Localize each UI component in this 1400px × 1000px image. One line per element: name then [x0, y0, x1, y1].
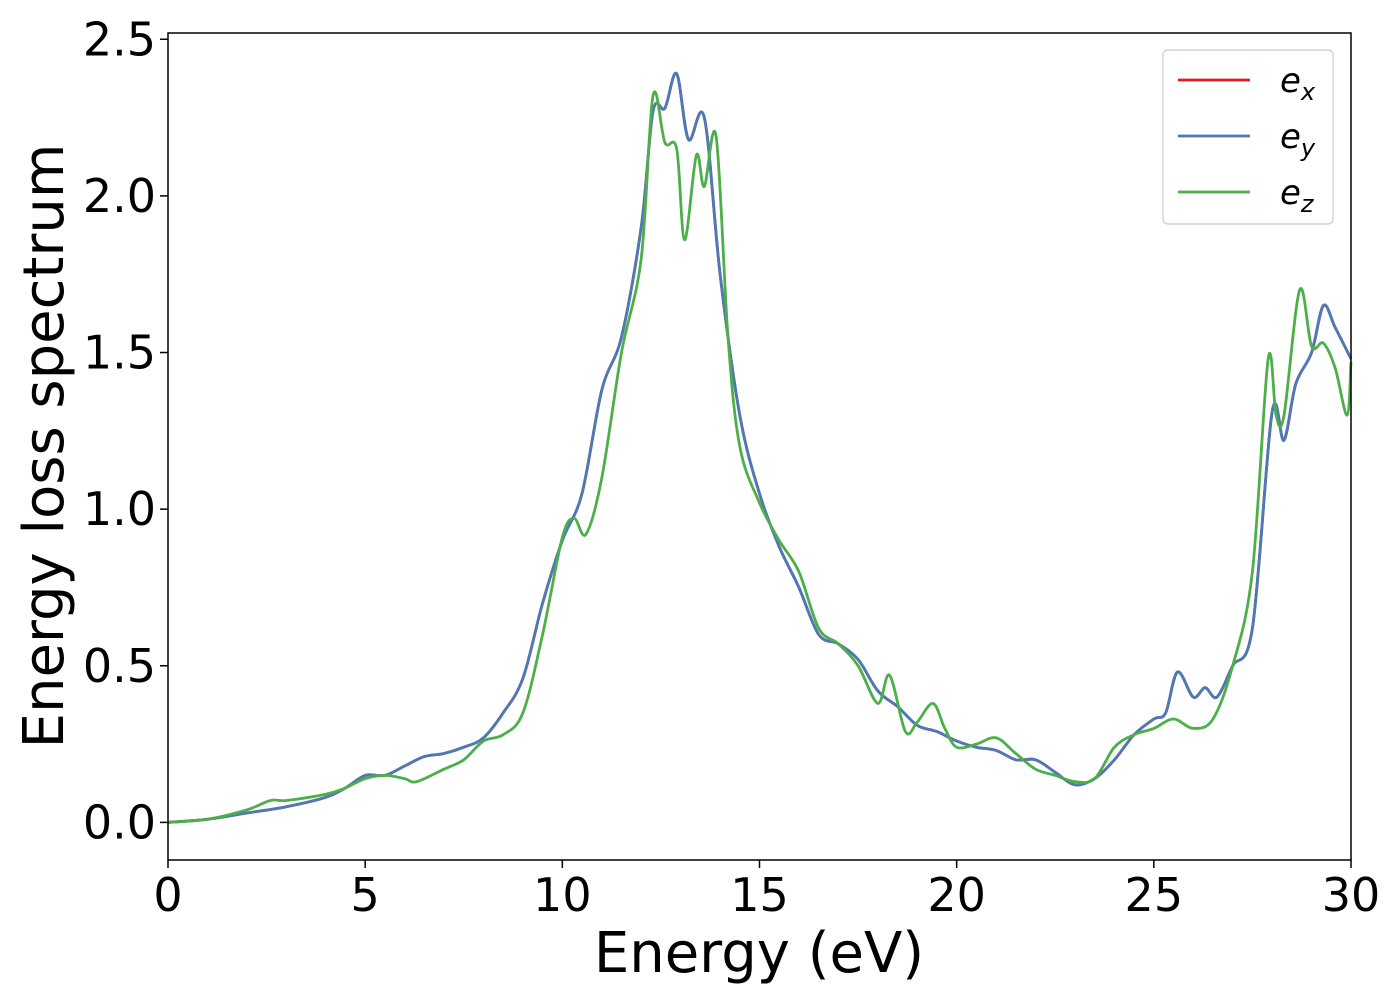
- x-tick-label: 20: [927, 868, 986, 922]
- y-tick-label: 1.5: [83, 326, 156, 380]
- y-tick-label: 2.5: [83, 12, 156, 66]
- y-tick-label: 0.0: [83, 795, 156, 849]
- series-layer: [167, 72, 1353, 824]
- plot-background: [168, 33, 1351, 860]
- series-line-ez: [167, 90, 1353, 824]
- y-tick-label: 2.0: [83, 169, 156, 223]
- x-tick-label: 25: [1125, 868, 1184, 922]
- x-axis: 0 5 10 15 20 25 30: [153, 860, 1380, 922]
- x-tick-label: 10: [533, 868, 592, 922]
- y-axis-title: Energy loss spectrum: [12, 144, 77, 749]
- x-tick-label: 30: [1322, 868, 1381, 922]
- x-tick-label: 0: [153, 868, 182, 922]
- x-tick-label: 5: [351, 868, 380, 922]
- y-tick-label: 0.5: [83, 639, 156, 693]
- y-axis: 0.0 0.5 1.0 1.5 2.0 2.5: [83, 12, 168, 849]
- y-tick-label: 1.0: [83, 482, 156, 536]
- x-axis-title: Energy (eV): [594, 921, 924, 986]
- x-tick-label: 15: [730, 868, 789, 922]
- series-line-ey: [167, 72, 1353, 824]
